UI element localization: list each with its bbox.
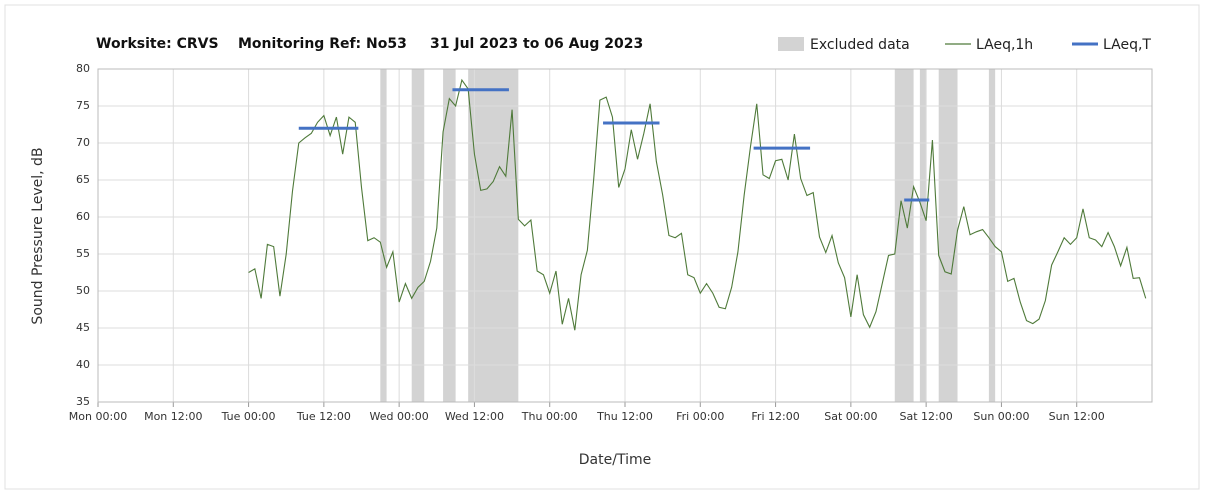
x-tick-label: Sun 00:00 — [973, 410, 1029, 423]
excluded-band — [988, 69, 996, 402]
y-tick-label: 75 — [76, 99, 90, 112]
x-tick-label: Sat 12:00 — [900, 410, 953, 423]
x-tick-label: Tue 00:00 — [221, 410, 276, 423]
y-tick-label: 70 — [76, 136, 90, 149]
x-tick-label: Sun 12:00 — [1049, 410, 1105, 423]
y-tick-label: 65 — [76, 173, 90, 186]
y-tick-label: 80 — [76, 62, 90, 75]
chart-frame — [4, 4, 1200, 490]
y-tick-label: 40 — [76, 358, 90, 371]
legend-label: Excluded data — [810, 37, 910, 53]
x-tick-label: Thu 00:00 — [521, 410, 578, 423]
plot-frame — [97, 68, 1153, 403]
x-tick-label: Wed 12:00 — [445, 410, 504, 423]
x-tick-label: Thu 12:00 — [596, 410, 653, 423]
legend-label: LAeq,T — [1103, 37, 1151, 53]
excluded-band — [411, 69, 425, 402]
excluded-band — [468, 69, 519, 402]
excluded-band — [380, 69, 387, 402]
y-axis-label: Sound Pressure Level, dB — [30, 147, 46, 324]
x-tick-label: Sat 00:00 — [824, 410, 877, 423]
chart-title: Monitoring Ref: No53 — [238, 36, 407, 52]
x-tick-label: Tue 12:00 — [296, 410, 351, 423]
legend-swatch — [778, 37, 804, 51]
y-tick-label: 35 — [76, 395, 90, 408]
y-tick-label: 55 — [76, 247, 90, 260]
chart-title: Worksite: CRVS — [96, 36, 219, 52]
y-tick-label: 45 — [76, 321, 90, 334]
data-line — [248, 78, 1147, 331]
x-tick-label: Fri 12:00 — [751, 410, 799, 423]
y-tick-label: 50 — [76, 284, 90, 297]
excluded-band — [938, 69, 958, 402]
chart-title: 31 Jul 2023 to 06 Aug 2023 — [430, 36, 643, 52]
x-axis-label: Date/Time — [579, 452, 651, 468]
excluded-band — [919, 69, 927, 402]
x-tick-label: Fri 00:00 — [676, 410, 724, 423]
legend-label: LAeq,1h — [976, 37, 1033, 53]
excluded-band — [894, 69, 914, 402]
x-tick-label: Wed 00:00 — [370, 410, 429, 423]
y-tick-label: 60 — [76, 210, 90, 223]
x-tick-label: Mon 00:00 — [69, 410, 127, 423]
x-tick-label: Mon 12:00 — [144, 410, 202, 423]
excluded-band — [443, 69, 456, 402]
